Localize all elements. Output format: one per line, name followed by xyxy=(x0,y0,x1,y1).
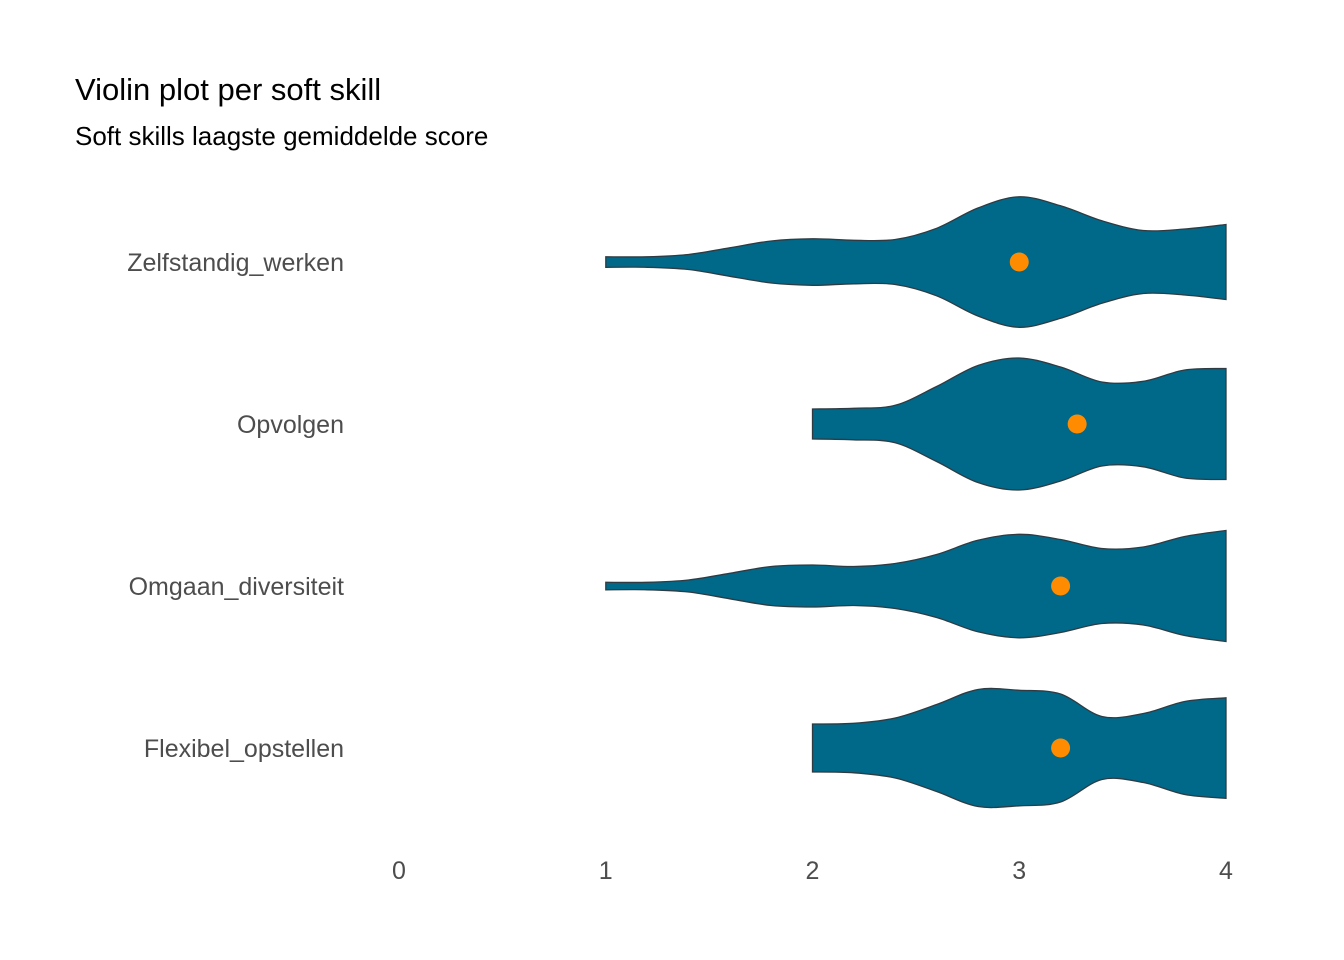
mean-point-flexibel-opstellen xyxy=(1051,738,1071,758)
violin-flexibel-opstellen xyxy=(811,687,1227,809)
violin-omgaan-diversiteit xyxy=(605,529,1227,643)
means-group xyxy=(1009,252,1087,758)
mean-point-omgaan-diversiteit xyxy=(1051,576,1071,596)
x-tick-label: 4 xyxy=(1219,857,1233,885)
x-tick-label: 1 xyxy=(599,857,613,885)
x-axis-ticks: 0 1 2 3 4 xyxy=(392,857,1233,885)
chart-title: Violin plot per soft skill xyxy=(75,72,382,107)
x-tick-label: 3 xyxy=(1012,857,1026,885)
violin-zelfstandig-werken xyxy=(605,196,1227,328)
category-label: Opvolgen xyxy=(237,411,344,439)
violins-group xyxy=(605,196,1227,809)
mean-point-opvolgen xyxy=(1067,414,1087,434)
category-label: Flexibel_opstellen xyxy=(144,735,344,763)
category-label: Omgaan_diversiteit xyxy=(129,573,344,601)
category-label: Zelfstandig_werken xyxy=(127,249,344,277)
x-tick-label: 0 xyxy=(392,857,406,885)
violin-opvolgen xyxy=(811,357,1227,491)
mean-point-zelfstandig-werken xyxy=(1009,252,1029,272)
chart-subtitle: Soft skills laagste gemiddelde score xyxy=(75,121,489,151)
category-labels: Zelfstandig_werken Opvolgen Omgaan_diversi… xyxy=(127,249,344,763)
x-tick-label: 2 xyxy=(806,857,820,885)
